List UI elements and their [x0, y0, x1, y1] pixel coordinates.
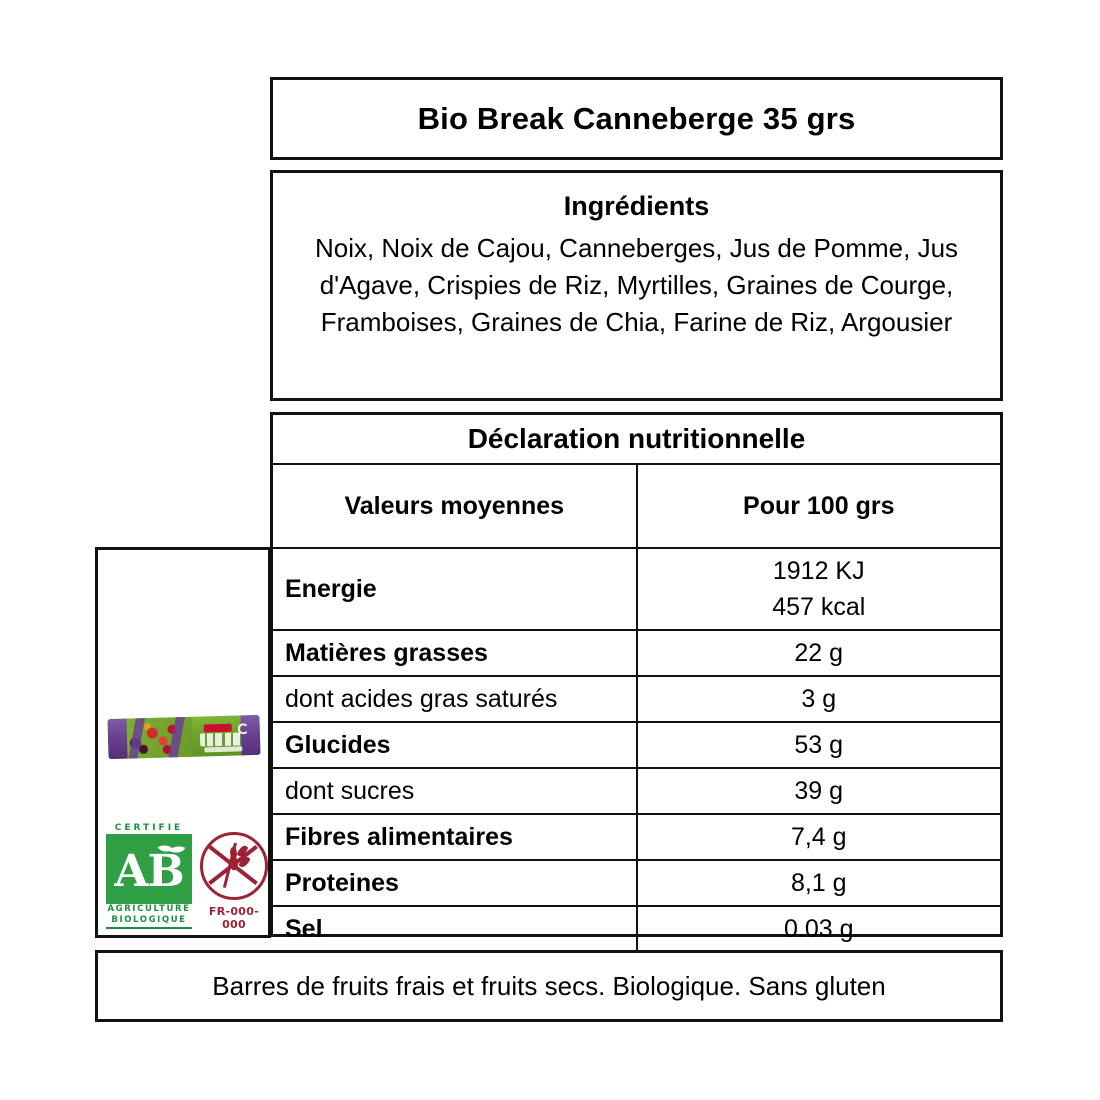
- table-row: Proteines 8,1 g: [273, 859, 1000, 907]
- ab-underline-rule: [106, 927, 192, 929]
- nutrient-value: 53 g: [635, 721, 1000, 769]
- nutrient-value-line: 7,4 g: [790, 822, 847, 851]
- ingredients-line: d'Agave, Crispies de Riz, Myrtilles, Gra…: [319, 269, 954, 300]
- table-row: Glucides 53 g: [273, 721, 1000, 769]
- nutrient-value: 0.03 g: [635, 905, 1000, 953]
- table-row: dont acides gras saturés 3 g: [273, 675, 1000, 723]
- page-title: Bio Break Canneberge 35 grs: [417, 100, 856, 136]
- brand-logo-chip: [203, 723, 232, 733]
- nutrient-value-line: 0.03 g: [783, 914, 854, 943]
- nutrient-name: dont acides gras saturés: [273, 675, 638, 723]
- nutrient-name: Energie: [273, 547, 638, 631]
- nutrient-value: 3 g: [635, 675, 1000, 723]
- nutrient-name: Glucides: [273, 721, 638, 769]
- footer-box: Barres de fruits frais et fruits secs. B…: [95, 950, 1003, 1022]
- nutrient-value-line: 8,1 g: [790, 868, 847, 897]
- brand-name-script: [199, 732, 247, 747]
- nutrient-name: dont sucres: [273, 767, 638, 815]
- table-row: Matières grasses 22 g: [273, 629, 1000, 677]
- nutrient-value-line: 3 g: [801, 684, 837, 713]
- table-row: Sel 0.03 g: [273, 905, 1000, 953]
- nutrient-value: 1912 KJ 457 kcal: [635, 547, 1000, 631]
- ingredients-box: Ingrédients Noix, Noix de Cajou, Cannebe…: [270, 170, 1003, 401]
- nutrient-value-line: 1912 KJ: [772, 556, 865, 585]
- nutrient-name: Sel: [273, 905, 638, 953]
- nutrient-value: 22 g: [635, 629, 1000, 677]
- ab-certifie-text: CERTIFIE: [114, 823, 184, 833]
- column-header-per100: Pour 100 grs: [635, 463, 1000, 549]
- brand-subtitle-bar: [204, 746, 243, 753]
- nutrition-table-grid: Déclaration nutritionnelle Valeurs moyen…: [273, 415, 1000, 953]
- ingredients-line: Noix, Noix de Cajou, Canneberges, Jus de…: [314, 233, 959, 263]
- wrapper-body: [107, 714, 261, 760]
- nutrient-value-line: 22 g: [794, 638, 844, 667]
- ab-organic-logo: CERTIFIE AB AGRICULTURE BIOLOGIQUE: [106, 822, 192, 932]
- nutrient-value: 7,4 g: [635, 813, 1000, 861]
- table-row: dont sucres 39 g: [273, 767, 1000, 815]
- nutrient-value: 8,1 g: [635, 859, 1000, 907]
- ingredients-heading: Ingrédients: [563, 191, 710, 221]
- footer-description: Barres de fruits frais et fruits secs. B…: [212, 970, 886, 1001]
- nutrient-value: 39 g: [635, 767, 1000, 815]
- berry-artwork-icon: [125, 714, 193, 760]
- ingredients-line: Framboises, Graines de Chia, Farine de R…: [320, 306, 953, 337]
- images-sidebar: CERTIFIE AB AGRICULTURE BIOLOGIQUE FR-00…: [95, 547, 271, 938]
- ab-caption-agriculture: AGRICULTURE: [107, 904, 191, 914]
- table-row: Fibres alimentaires 7,4 g: [273, 813, 1000, 861]
- wrapper-stripe: [127, 714, 146, 760]
- table-row: Energie 1912 KJ 457 kcal: [273, 547, 1000, 631]
- ab-green-square: AB: [106, 834, 192, 904]
- table-row-headers: Valeurs moyennes Pour 100 grs: [273, 463, 1000, 549]
- nutrient-value-line: 53 g: [794, 730, 844, 759]
- nutrient-name: Fibres alimentaires: [273, 813, 638, 861]
- wrapper-stripe: [167, 714, 186, 760]
- nutrient-name: Matières grasses: [273, 629, 638, 677]
- nutrient-name: Proteines: [273, 859, 638, 907]
- crossed-grain-icon: [200, 832, 268, 900]
- nutrient-value-line: 39 g: [794, 776, 844, 805]
- column-header-values: Valeurs moyennes: [273, 463, 638, 549]
- product-photo: [107, 711, 261, 763]
- table-row-declaration: Déclaration nutritionnelle: [273, 415, 1000, 465]
- nutrient-value-line: 457 kcal: [772, 593, 866, 621]
- gluten-free-code: FR-000-000: [208, 905, 260, 931]
- gluten-free-logo: FR-000-000: [198, 832, 270, 931]
- ab-letters-text: AB: [114, 845, 184, 897]
- declaration-title: Déclaration nutritionnelle: [273, 415, 1000, 465]
- nutrition-table: Déclaration nutritionnelle Valeurs moyen…: [270, 412, 1003, 953]
- ab-caption-biologique: BIOLOGIQUE: [111, 915, 187, 925]
- product-title-box: Bio Break Canneberge 35 grs: [270, 77, 1003, 160]
- wrapper-end-left: [107, 718, 128, 760]
